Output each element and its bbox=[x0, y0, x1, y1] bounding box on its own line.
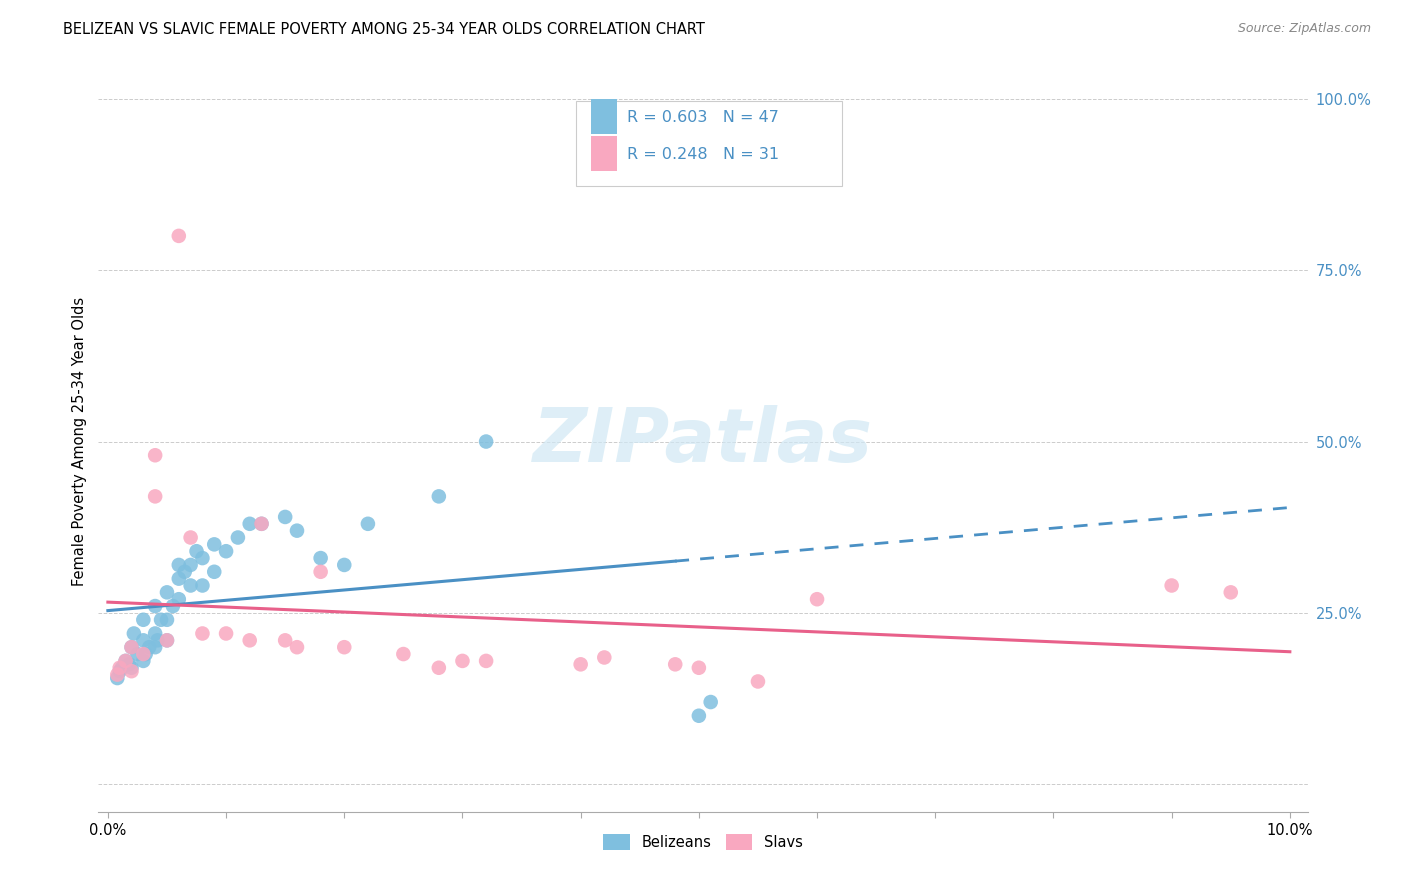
Point bbox=[122, 626, 145, 640]
Point bbox=[250, 516, 273, 531]
Point bbox=[309, 551, 332, 566]
Point bbox=[427, 489, 450, 503]
FancyBboxPatch shape bbox=[591, 99, 617, 135]
Point bbox=[118, 657, 141, 672]
Point bbox=[121, 640, 143, 655]
Point bbox=[569, 657, 592, 672]
Point bbox=[143, 489, 166, 503]
Point bbox=[135, 647, 157, 661]
Point bbox=[132, 647, 155, 661]
Point bbox=[186, 544, 208, 558]
Point bbox=[114, 654, 136, 668]
Y-axis label: Female Poverty Among 25-34 Year Olds: Female Poverty Among 25-34 Year Olds bbox=[72, 297, 87, 586]
Point bbox=[202, 537, 225, 551]
Point bbox=[121, 640, 143, 655]
Point bbox=[105, 671, 128, 685]
Point bbox=[156, 633, 179, 648]
Point bbox=[274, 510, 297, 524]
Point bbox=[250, 516, 273, 531]
Point bbox=[167, 228, 190, 243]
Text: R = 0.603   N = 47: R = 0.603 N = 47 bbox=[627, 110, 779, 125]
Point bbox=[132, 613, 155, 627]
Point bbox=[143, 599, 166, 613]
Text: R = 0.248   N = 31: R = 0.248 N = 31 bbox=[627, 147, 779, 161]
Text: Source: ZipAtlas.com: Source: ZipAtlas.com bbox=[1237, 22, 1371, 36]
Point bbox=[806, 592, 828, 607]
Point bbox=[167, 572, 190, 586]
FancyBboxPatch shape bbox=[591, 136, 617, 171]
Legend: Belizeans, Slavs: Belizeans, Slavs bbox=[598, 828, 808, 856]
Point bbox=[285, 524, 308, 538]
Text: BELIZEAN VS SLAVIC FEMALE POVERTY AMONG 25-34 YEAR OLDS CORRELATION CHART: BELIZEAN VS SLAVIC FEMALE POVERTY AMONG … bbox=[63, 22, 706, 37]
Point bbox=[105, 667, 128, 681]
Point bbox=[156, 585, 179, 599]
Point bbox=[427, 661, 450, 675]
Point bbox=[699, 695, 721, 709]
Point bbox=[239, 633, 262, 648]
Point bbox=[191, 578, 214, 592]
Point bbox=[121, 661, 143, 675]
Point bbox=[167, 592, 190, 607]
Point bbox=[143, 626, 166, 640]
Point bbox=[392, 647, 415, 661]
Point bbox=[156, 633, 179, 648]
Point bbox=[747, 674, 769, 689]
Point bbox=[191, 551, 214, 566]
Point bbox=[664, 657, 686, 672]
Point bbox=[202, 565, 225, 579]
Point bbox=[451, 654, 474, 668]
Point bbox=[150, 613, 173, 627]
Point bbox=[108, 664, 131, 678]
Point bbox=[1160, 578, 1182, 592]
Point bbox=[138, 640, 160, 655]
Point bbox=[173, 565, 195, 579]
FancyBboxPatch shape bbox=[576, 101, 842, 186]
Point bbox=[274, 633, 297, 648]
Point bbox=[357, 516, 380, 531]
Point bbox=[688, 661, 710, 675]
Point bbox=[132, 654, 155, 668]
Point bbox=[239, 516, 262, 531]
Point bbox=[309, 565, 332, 579]
Point bbox=[180, 578, 202, 592]
Point bbox=[114, 654, 136, 668]
Point bbox=[215, 544, 238, 558]
Point bbox=[146, 633, 169, 648]
Point bbox=[688, 708, 710, 723]
Point bbox=[191, 626, 214, 640]
Point bbox=[108, 661, 131, 675]
Point bbox=[127, 647, 149, 661]
Point bbox=[121, 664, 143, 678]
Point bbox=[180, 531, 202, 545]
Point bbox=[132, 633, 155, 648]
Point bbox=[475, 434, 498, 449]
Point bbox=[180, 558, 202, 572]
Point bbox=[1219, 585, 1241, 599]
Point bbox=[285, 640, 308, 655]
Point bbox=[215, 626, 238, 640]
Point bbox=[333, 558, 356, 572]
Point bbox=[143, 448, 166, 462]
Point bbox=[167, 558, 190, 572]
Point bbox=[333, 640, 356, 655]
Point bbox=[593, 650, 616, 665]
Point bbox=[162, 599, 184, 613]
Text: ZIPatlas: ZIPatlas bbox=[533, 405, 873, 478]
Point bbox=[143, 640, 166, 655]
Point bbox=[226, 531, 249, 545]
Point bbox=[111, 661, 134, 675]
Point bbox=[156, 613, 179, 627]
Point bbox=[475, 654, 498, 668]
